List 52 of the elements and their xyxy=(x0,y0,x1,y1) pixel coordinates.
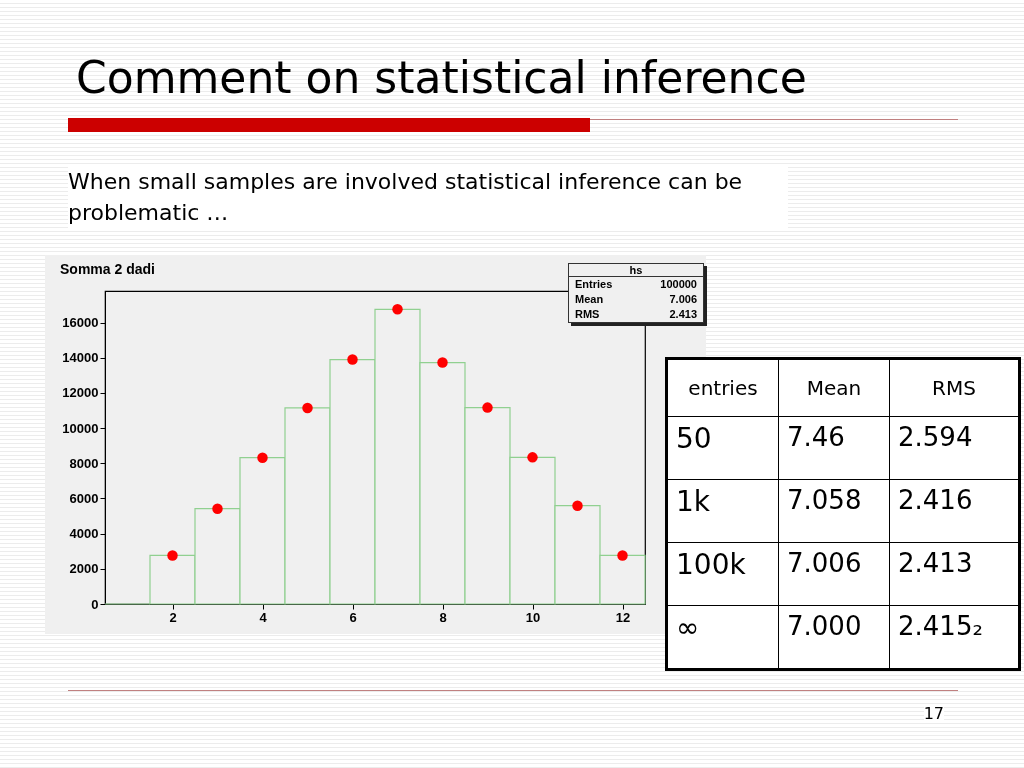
annotation: Mean xyxy=(575,292,604,307)
text: 2.413 xyxy=(669,307,697,322)
category-label: Mean xyxy=(778,358,890,417)
y-tick-label: 8000 xyxy=(69,455,99,471)
text: 1k xyxy=(676,485,711,518)
point xyxy=(347,354,358,365)
y-tick-label: 4000 xyxy=(69,526,99,542)
text: 7.46 xyxy=(787,422,845,452)
text: 7.000 xyxy=(787,611,862,641)
text: 50 xyxy=(676,422,712,455)
text: 2.594 xyxy=(898,422,973,452)
x-tick-label: 4 xyxy=(259,609,268,625)
text: 7.006 xyxy=(669,292,697,307)
point xyxy=(257,452,268,463)
y-tick-label: 6000 xyxy=(69,490,99,506)
x-tick-label: 8 xyxy=(439,609,447,625)
text: ∞ xyxy=(676,611,700,644)
text: 2.413 xyxy=(898,548,973,578)
x-tick-label: 10 xyxy=(525,609,541,625)
y-tick-label: 14000 xyxy=(62,350,99,366)
point xyxy=(617,550,628,561)
x-tick-label: 2 xyxy=(169,609,177,625)
annotation: RMS xyxy=(575,307,600,322)
text: 2.416 xyxy=(898,485,973,515)
point xyxy=(167,550,178,561)
x-tick-label: 6 xyxy=(349,609,357,625)
y-tick-label: 10000 xyxy=(62,420,99,436)
point xyxy=(302,402,313,414)
text: 7.006 xyxy=(787,548,862,578)
point xyxy=(437,357,448,368)
y-tick-label: 2000 xyxy=(69,561,99,577)
text: hs xyxy=(569,264,703,277)
text: When small samples are involved statistical inference can be problematic … xyxy=(68,166,788,228)
text: Entries xyxy=(575,277,613,292)
point xyxy=(572,500,583,511)
point xyxy=(482,402,493,413)
point xyxy=(392,304,403,315)
x-tick-label: 12 xyxy=(615,609,631,625)
y-tick-label: 0 xyxy=(91,596,99,612)
category-label: entries xyxy=(666,358,779,417)
text: Comment on statistical inference xyxy=(76,52,807,103)
text: 7.058 xyxy=(787,485,862,515)
text: 100000 xyxy=(660,277,697,292)
text: 17 xyxy=(923,704,944,723)
text: 2.415₂ xyxy=(898,611,983,641)
point xyxy=(527,452,538,463)
y-tick-label: 12000 xyxy=(62,385,99,401)
y-tick-label: 16000 xyxy=(62,315,99,331)
chart-title: Somma 2 dadi xyxy=(60,261,155,277)
category-label: RMS xyxy=(889,358,1020,417)
text: 100k xyxy=(676,548,746,581)
point xyxy=(212,503,223,514)
